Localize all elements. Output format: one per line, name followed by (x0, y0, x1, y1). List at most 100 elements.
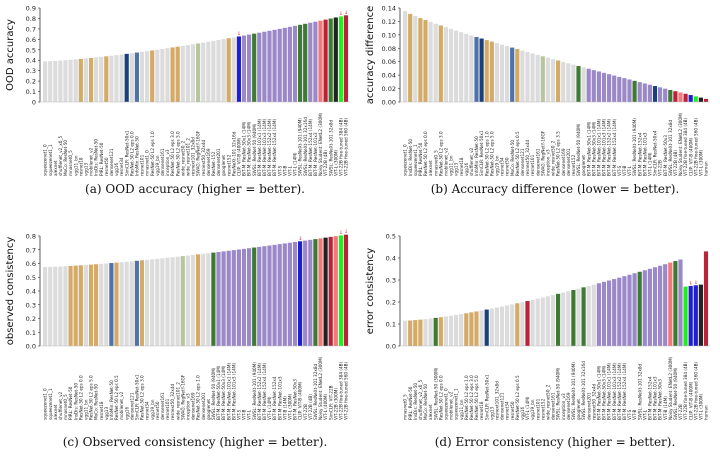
x-tick-label: resnet50 (510, 401, 515, 420)
x-tick-label: mnasnet0_5 (63, 394, 68, 420)
bar (678, 259, 683, 346)
x-tick-label: squeezenet1_1 (413, 144, 418, 176)
bar (545, 296, 550, 346)
bar (277, 28, 282, 102)
x-tick-label: BiT-M: ResNet-152x2 (14M) (607, 119, 612, 176)
x-tick-label: ResNet-152 (211, 151, 216, 176)
x-tick-label: shufflenet_v2_x0_5 (58, 135, 63, 176)
x-tick-label: vgg19_bn (155, 155, 160, 176)
x-tick-label: SWSL: ResNeXt-101 (940M) (571, 362, 576, 420)
x-tick-label: resnet50 (505, 157, 510, 176)
x-tick-label: densenet121 (520, 148, 525, 176)
bar (338, 16, 343, 102)
bar (139, 260, 145, 346)
bar (267, 245, 272, 346)
bar (459, 32, 464, 102)
bar (165, 48, 170, 102)
panel-error-consistency: 0.0 0.1 0.2 0.3 0.4 0.5 error consistency mnasn… (360, 228, 720, 457)
x-tick-label: vgg19_bn (494, 155, 499, 176)
x-tick-label: SWSL: ResNet-50 (940M) (673, 367, 678, 420)
x-tick-label: alexnet (428, 404, 433, 420)
bar (607, 280, 612, 346)
y-tick-label: 0.2 (386, 299, 396, 307)
bar (683, 93, 688, 102)
x-tick-label: densenet201 (566, 148, 571, 176)
bar (282, 243, 287, 346)
x-tick-label: resnext50_32x4d (170, 383, 175, 420)
bar (510, 47, 515, 102)
bar (627, 274, 632, 346)
bar (221, 251, 226, 346)
x-tick-label: ResNet-50 L2 eps 0.5 (114, 375, 119, 420)
x-tick-label: squeezenet1_0 (43, 144, 48, 176)
y-tick-label: 0.3 (26, 67, 36, 75)
bar (155, 258, 160, 346)
bar (119, 262, 124, 346)
bar (499, 44, 505, 102)
bar (642, 270, 647, 346)
panel-ood-accuracy: 0 0.1 0.2 0.3 0.4 0.5 0.6 0.7 0.8 0.9 OOD accuracy… (0, 0, 360, 228)
bar (433, 317, 438, 346)
x-tick-label: CLIP: ViT-B (400M) (688, 381, 693, 420)
x-tick-label: SimCLR: ResNet-50x1 (134, 374, 139, 420)
bar (693, 285, 698, 346)
bar (530, 53, 535, 102)
x-tick-label: vgg16 (520, 407, 525, 420)
bar (134, 52, 139, 102)
x-tick-label: vgg16 (124, 407, 129, 420)
x-tick-label: human (704, 161, 709, 176)
x-tick-label: PIRL: ResNet-50 (408, 386, 413, 420)
bar (180, 45, 185, 102)
chart-observed-consistency: 0.0 0.1 0.2 0.3 0.4 0.5 0.6 0.7 0.8 observed cons… (5, 229, 350, 420)
y-tick-label: 0.5 (386, 233, 396, 241)
bar (647, 268, 652, 346)
bar (535, 54, 540, 102)
x-tick-label: densenet201 (201, 392, 206, 420)
bar (540, 297, 545, 346)
x-tick-label: SWAG: RegNetY-16GF (196, 130, 201, 176)
x-tick-label: mnasnet0_5 (433, 150, 438, 176)
bar (703, 251, 709, 346)
bar (109, 55, 114, 102)
x-tick-label: ResNet-50 L2 eps 0.5 (515, 375, 520, 420)
y-tick-label: 0.12 (382, 18, 396, 26)
bar (333, 236, 338, 346)
bar (308, 22, 313, 102)
bar (683, 286, 688, 346)
caption-ood-accuracy: (a) OOD accuracy (higher = better). (85, 182, 305, 196)
x-tick-label: ViT-22B (4B) (323, 150, 328, 176)
bar (474, 311, 479, 346)
x-tick-label: BiT-M: ResNet-152x4 (14M) (272, 119, 277, 176)
bar (443, 27, 448, 102)
bar (678, 92, 683, 102)
bar (586, 68, 591, 102)
x-tick-label: ViT-22B (4B) (308, 394, 313, 420)
x-tick-label: BiT-M: ResNet-50x3 (293, 379, 298, 420)
x-tick-label: squeezenet1_1 (48, 388, 53, 420)
bar (413, 320, 418, 346)
x-tick-label: Noisy Student: ENetL2 (300M) (318, 112, 323, 176)
x-tick-label: ResNet-50 L2 eps 5.0 (489, 131, 494, 176)
x-tick-label: BiT-M: ResNet-152x4 (647, 376, 652, 420)
bar (252, 33, 257, 102)
bar (459, 314, 464, 346)
bar (499, 306, 505, 346)
x-tick-label: ViT-L (400M) (323, 393, 328, 420)
bar (520, 50, 525, 102)
caption-accuracy-difference: (b) Accuracy difference (lower = better)… (430, 182, 680, 196)
bar (221, 39, 226, 102)
bar (413, 16, 418, 102)
bar (581, 67, 586, 102)
x-tick-label: vgg13 (489, 407, 494, 420)
bar (489, 41, 494, 102)
bar (308, 239, 313, 346)
x-tick-label: BiT-M: ResNet-152x4 (14M) (622, 363, 627, 420)
bar (561, 292, 566, 346)
x-tick-label: resnext50_32x4d (591, 383, 596, 420)
bar (673, 91, 678, 102)
bar (403, 320, 408, 346)
bar (489, 308, 494, 346)
x-tick-label: inception_v3 (165, 149, 170, 176)
bar (607, 74, 612, 102)
x-tick-label: ResNet-50 L2 eps 0.5 (515, 131, 520, 176)
